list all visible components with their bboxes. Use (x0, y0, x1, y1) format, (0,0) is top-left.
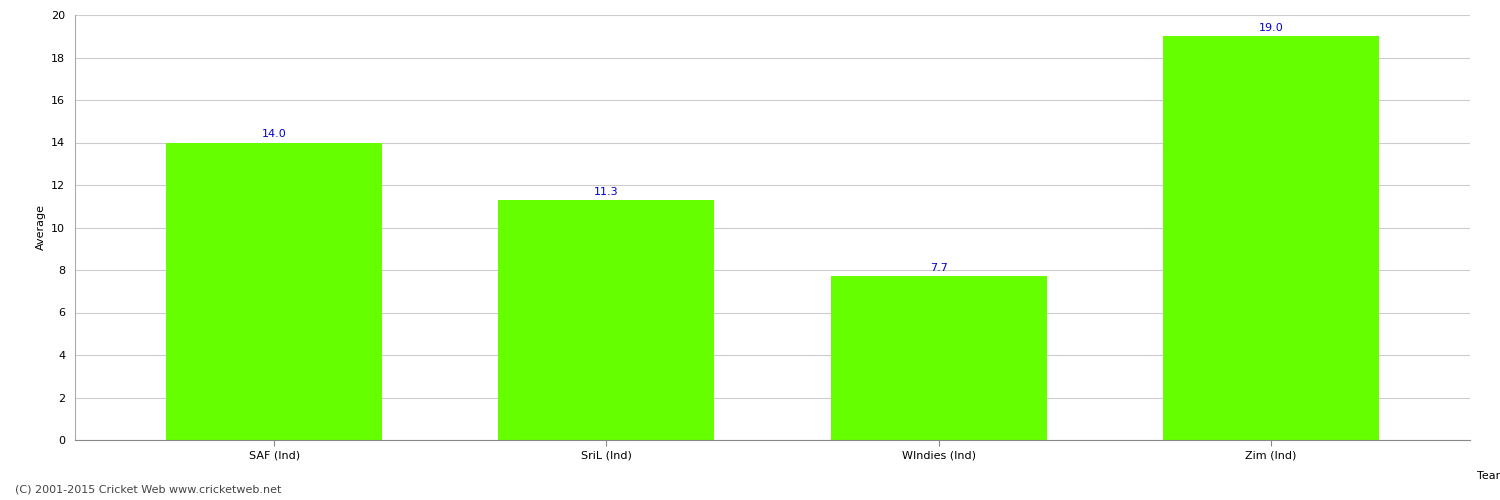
Text: (C) 2001-2015 Cricket Web www.cricketweb.net: (C) 2001-2015 Cricket Web www.cricketweb… (15, 485, 282, 495)
Bar (831, 276, 1047, 440)
Text: 7.7: 7.7 (930, 263, 948, 273)
Bar (498, 200, 714, 440)
Y-axis label: Average: Average (36, 204, 45, 250)
Text: Team: Team (1478, 470, 1500, 480)
Text: 11.3: 11.3 (594, 186, 618, 196)
Bar (1162, 36, 1378, 440)
Text: 19.0: 19.0 (1258, 23, 1282, 33)
Text: 14.0: 14.0 (262, 130, 286, 140)
Bar (166, 142, 382, 440)
